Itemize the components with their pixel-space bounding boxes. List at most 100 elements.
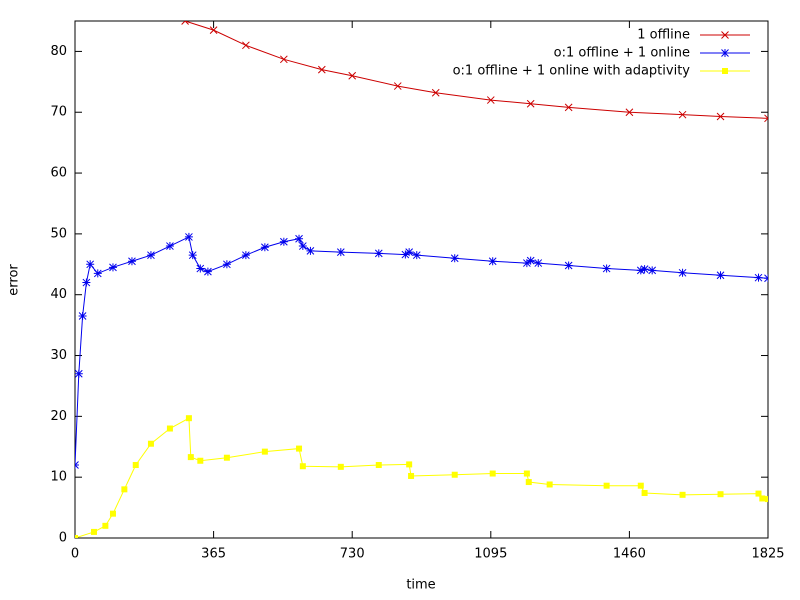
- marker: [93, 269, 102, 278]
- marker: [564, 261, 573, 270]
- marker: [412, 251, 421, 260]
- marker: [223, 454, 230, 461]
- marker: [203, 267, 212, 276]
- marker: [337, 463, 344, 470]
- y-tick-label: 70: [50, 105, 67, 120]
- marker: [296, 445, 303, 452]
- marker: [121, 486, 128, 493]
- marker: [637, 482, 644, 489]
- marker: [451, 471, 458, 478]
- marker: [306, 246, 315, 255]
- marker: [374, 249, 383, 258]
- marker: [393, 82, 402, 90]
- y-tick-label: 0: [59, 531, 67, 546]
- marker: [636, 266, 645, 275]
- marker: [602, 264, 611, 273]
- legend-label: o:1 offline + 1 online: [554, 46, 690, 61]
- y-tick-label: 40: [50, 287, 67, 302]
- marker: [401, 250, 410, 259]
- x-tick-label: 1460: [613, 547, 646, 562]
- marker: [75, 535, 78, 538]
- marker: [75, 369, 83, 378]
- marker: [640, 265, 649, 274]
- legend-label: o:1 offline + 1 online with adaptivity: [453, 64, 691, 79]
- x-tick-label: 365: [201, 547, 226, 562]
- marker: [185, 415, 192, 422]
- marker: [526, 99, 535, 108]
- marker: [279, 55, 288, 64]
- marker: [147, 440, 154, 447]
- marker: [166, 425, 173, 432]
- marker: [187, 454, 194, 461]
- marker: [450, 254, 459, 263]
- x-axis-label: time: [406, 578, 435, 593]
- marker: [242, 41, 250, 50]
- marker: [260, 243, 269, 252]
- marker: [431, 88, 440, 97]
- marker: [90, 528, 97, 535]
- marker: [764, 274, 768, 283]
- marker: [181, 21, 189, 25]
- marker: [717, 491, 724, 498]
- y-tick-label: 80: [50, 44, 67, 59]
- marker: [679, 491, 686, 498]
- marker: [196, 264, 205, 273]
- marker: [648, 266, 657, 275]
- marker: [348, 71, 357, 80]
- marker: [526, 256, 535, 265]
- marker: [522, 259, 531, 268]
- y-tick-label: 60: [50, 166, 67, 181]
- marker: [75, 461, 79, 470]
- marker: [603, 482, 610, 489]
- marker: [209, 26, 218, 34]
- marker: [716, 271, 725, 280]
- marker: [317, 65, 326, 74]
- marker: [241, 251, 250, 260]
- marker: [102, 522, 109, 529]
- marker: [486, 96, 495, 104]
- marker: [765, 496, 768, 503]
- marker: [764, 114, 768, 123]
- marker: [721, 31, 729, 39]
- plot-frame: [74, 20, 769, 539]
- marker: [298, 242, 307, 251]
- x-tick-label: 730: [340, 547, 365, 562]
- marker: [721, 49, 729, 57]
- marker: [127, 257, 136, 266]
- marker: [86, 260, 95, 269]
- marker: [295, 234, 304, 243]
- legend-label: 1 offline: [637, 28, 690, 43]
- y-tick-label: 10: [50, 470, 67, 485]
- marker: [525, 479, 532, 486]
- marker: [405, 248, 414, 257]
- plot-area: [75, 21, 768, 538]
- marker: [146, 251, 155, 260]
- x-tick-label: 0: [71, 547, 79, 562]
- y-axis-label: error: [7, 264, 22, 296]
- marker: [534, 259, 543, 268]
- marker: [299, 463, 306, 470]
- marker: [523, 470, 530, 477]
- marker: [488, 257, 497, 266]
- marker: [759, 495, 766, 502]
- marker: [375, 462, 382, 469]
- y-tick-label: 20: [50, 409, 67, 424]
- marker: [678, 268, 687, 277]
- marker: [261, 448, 268, 455]
- marker: [108, 263, 117, 272]
- y-tick-label: 50: [50, 226, 67, 241]
- marker: [489, 470, 496, 477]
- marker: [678, 110, 687, 119]
- x-tick-label: 1825: [751, 547, 784, 562]
- series-line: [75, 236, 768, 466]
- marker: [564, 103, 573, 112]
- marker: [755, 490, 762, 497]
- marker: [78, 311, 87, 320]
- marker: [546, 481, 553, 488]
- marker: [336, 248, 345, 257]
- marker: [406, 461, 413, 468]
- y-tick-label: 30: [50, 348, 67, 363]
- series-line: [75, 417, 768, 538]
- marker: [754, 273, 763, 282]
